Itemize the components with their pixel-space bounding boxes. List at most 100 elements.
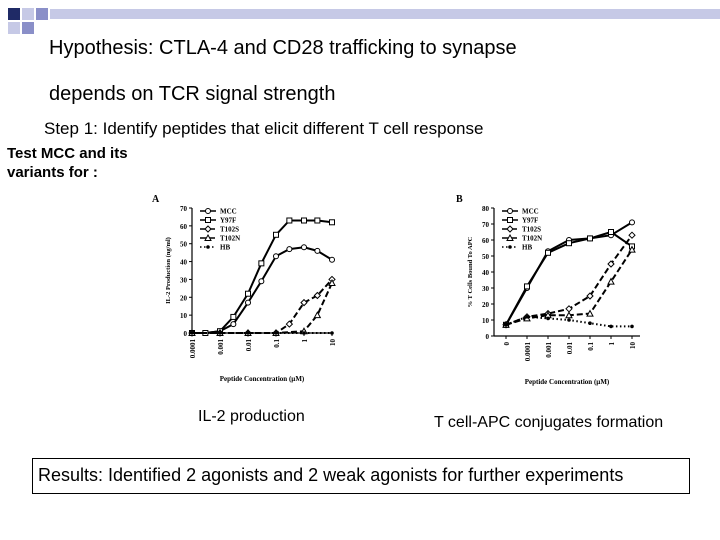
y-axis-label: % T Cells Bound To APC xyxy=(467,236,474,307)
x-tick-label: 0 xyxy=(503,342,511,346)
legend-label: MCC xyxy=(522,208,539,216)
data-point-mcc xyxy=(286,246,293,253)
data-point-hb xyxy=(546,316,550,321)
data-point-hb xyxy=(330,331,334,335)
x-tick-label: 10 xyxy=(329,339,337,347)
data-point-mcc xyxy=(230,321,237,328)
x-tick-label: 0.1 xyxy=(273,339,281,348)
legend-marker xyxy=(205,208,211,214)
slide-title-line-1: Hypothesis: CTLA-4 and CD28 trafficking … xyxy=(49,37,517,59)
data-point-hb xyxy=(190,331,194,335)
data-point-y97f xyxy=(524,283,530,290)
x-tick-label: 0.01 xyxy=(245,339,253,352)
legend-label: MCC xyxy=(220,208,237,216)
data-point-hb xyxy=(504,323,508,327)
legend-marker xyxy=(205,217,211,223)
y-tick-label: 40 xyxy=(482,269,490,277)
data-point-t102n xyxy=(586,309,594,317)
x-tick-label: 1 xyxy=(301,339,309,343)
data-point-mcc xyxy=(314,247,321,254)
data-point-y97f xyxy=(608,229,614,235)
y-tick-label: 0 xyxy=(184,330,188,338)
data-point-hb xyxy=(630,324,634,329)
data-point-hb xyxy=(246,331,250,335)
data-point-y97f xyxy=(545,249,551,256)
data-point-y97f xyxy=(566,240,572,247)
decor-square-5 xyxy=(36,8,48,20)
panel-a-letter: A xyxy=(152,194,160,205)
decor-bar xyxy=(50,9,720,19)
decor-square-3 xyxy=(22,22,34,34)
x-tick-label: 0.001 xyxy=(217,339,225,355)
legend-marker xyxy=(204,233,212,241)
y-tick-label: 60 xyxy=(482,237,490,245)
x-tick-label: 0.001 xyxy=(545,342,553,358)
data-point-hb xyxy=(274,331,278,335)
chart-panel-a: A 0 10 20 30 40 50 60 70 0.0001 0.001 0.01 0.1 1 10 IL… xyxy=(152,194,337,383)
panel-a-plot: 0 10 20 30 40 50 60 70 0.0001 0.001 0.01 0.1 1 10 IL-2… xyxy=(165,205,337,383)
y-tick-label: 30 xyxy=(482,285,490,293)
y-tick-label: 10 xyxy=(482,317,490,325)
data-point-mcc xyxy=(245,299,251,306)
x-tick-label: 0.0001 xyxy=(189,339,197,359)
series-line-t102s xyxy=(192,278,333,334)
data-point-y97f xyxy=(286,217,293,224)
legend-marker xyxy=(507,217,513,223)
data-point-t102s xyxy=(607,260,615,268)
legend-label: HB xyxy=(522,244,532,252)
step-text: Step 1: Identify peptides that elicit di… xyxy=(44,119,484,138)
legend-label: T102S xyxy=(220,226,239,234)
data-point-mcc xyxy=(258,278,265,285)
data-point-mcc xyxy=(629,219,635,226)
legend-label: Y97F xyxy=(220,217,236,225)
legend-marker xyxy=(507,208,513,214)
y-tick-label: 10 xyxy=(180,312,188,320)
y-tick-label: 70 xyxy=(180,205,188,213)
data-point-mcc xyxy=(273,253,279,260)
data-point-y97f xyxy=(587,235,593,242)
data-point-hb xyxy=(567,318,571,322)
x-tick-label: 0.0001 xyxy=(524,342,532,362)
decor-square-2 xyxy=(22,8,34,20)
y-tick-label: 70 xyxy=(482,221,490,229)
x-tick-label: 10 xyxy=(629,342,637,350)
legend-label: T102S xyxy=(522,226,541,234)
data-point-mcc xyxy=(329,256,335,263)
caption-il2: IL-2 production xyxy=(198,408,305,425)
data-point-hb xyxy=(302,331,306,335)
y-tick-label: 50 xyxy=(180,241,188,249)
data-point-y97f xyxy=(245,290,251,297)
data-point-y97f xyxy=(258,260,265,267)
data-point-t102n xyxy=(628,245,636,253)
decor-square-1 xyxy=(8,8,20,20)
panel-b-plot: 0 10 20 30 40 50 60 70 80 0 0.0001 0.001 0.01 0.1 1 10%… xyxy=(467,205,640,386)
data-point-hb xyxy=(609,324,613,329)
data-point-t102s xyxy=(313,291,322,300)
data-point-hb xyxy=(525,315,529,319)
y-tick-label: 80 xyxy=(482,205,490,213)
data-point-y97f xyxy=(273,231,279,238)
legend-label: HB xyxy=(220,244,230,252)
data-point-t102s xyxy=(628,231,636,239)
data-point-t102n xyxy=(313,311,322,319)
slide-title-line-2: depends on TCR signal strength xyxy=(49,83,336,105)
y-tick-label: 50 xyxy=(482,253,490,261)
data-point-y97f xyxy=(314,217,321,224)
x-axis-label: Peptide Concentration (µM) xyxy=(525,378,610,386)
data-point-t102s xyxy=(586,292,594,300)
data-point-t102n xyxy=(565,311,573,319)
chart-panel-b: B 0 10 20 30 40 50 60 70 80 0 0.0001 0.001 0.01 0.1 1 1… xyxy=(456,194,640,386)
legend-marker xyxy=(206,245,210,249)
y-tick-label: 30 xyxy=(180,276,188,284)
legend-marker xyxy=(506,233,514,241)
x-tick-label: 1 xyxy=(608,342,616,346)
data-point-y97f xyxy=(230,313,237,320)
legend-label: T102N xyxy=(220,235,240,243)
data-point-t102n xyxy=(328,278,336,286)
test-label-line-2: variants for : xyxy=(7,164,98,181)
x-axis-label: Peptide Concentration (µM) xyxy=(220,375,305,383)
data-point-y97f xyxy=(301,217,307,224)
decor-square-4 xyxy=(8,22,20,34)
legend-marker xyxy=(506,225,514,233)
data-point-mcc xyxy=(301,244,307,251)
